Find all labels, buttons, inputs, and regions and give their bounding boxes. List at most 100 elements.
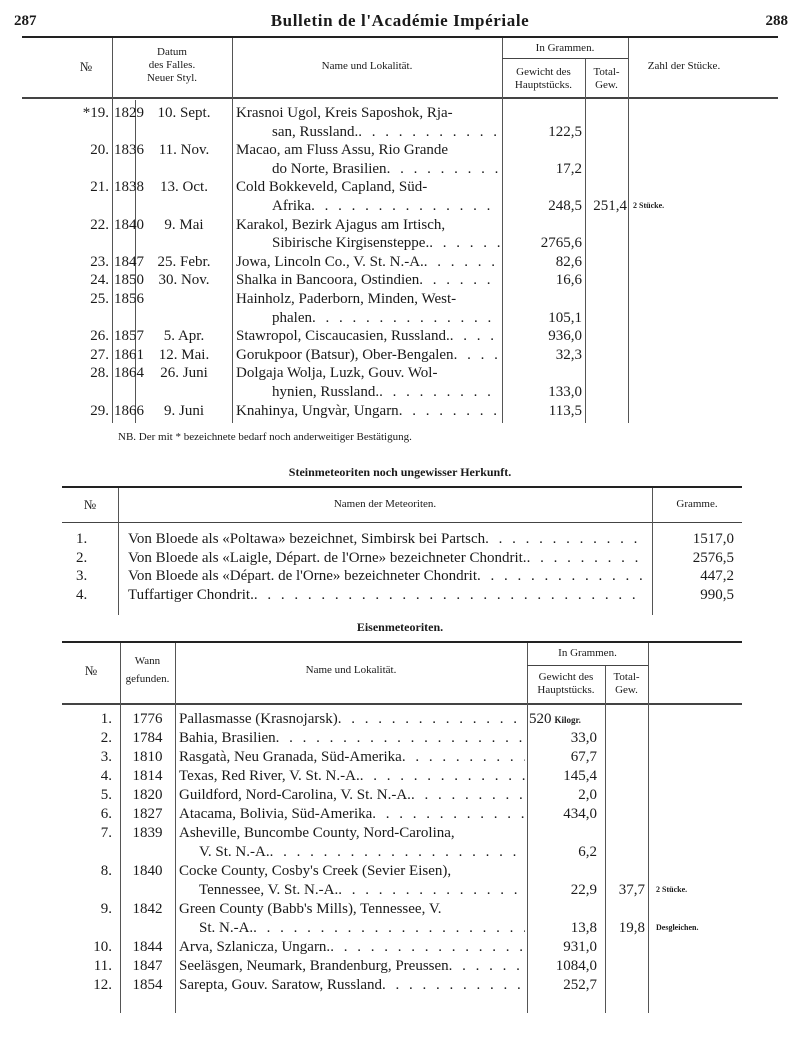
name-line: Sibirische Kirgisensteppe. <box>272 235 430 252</box>
main-weight: 936,0 <box>548 328 582 345</box>
name-text: Guildford, Nord-Carolina, V. St. N.-A. <box>179 786 525 805</box>
table-row: 5. 1820 Guildford, Nord-Carolina, V. St. N… <box>0 786 800 805</box>
dot-leader <box>449 957 525 976</box>
main-weight: 113,5 <box>548 402 582 419</box>
dot-leader <box>312 309 500 328</box>
entry-number: 9. <box>100 901 112 917</box>
name-line: Von Bloede als «Poltawa» bezeichnet, Sim… <box>128 531 486 547</box>
header-grams: Gramme. <box>676 498 718 510</box>
name-line: Cold Bokkeveld, Capland, Süd- <box>236 179 428 196</box>
piece-count: Desgleichen. <box>656 923 699 932</box>
main-weight: 2,0 <box>578 787 597 803</box>
name-line: Shalka in Bancoora, Ostindien <box>236 272 420 289</box>
header-number: № <box>83 497 97 512</box>
name-text: Tuffartiger Chondrit. <box>128 586 646 605</box>
entry-number: 20. <box>90 142 109 159</box>
header-line: gefunden. <box>125 673 170 685</box>
year: 1857 <box>114 328 144 345</box>
name-text: Cocke County, Cosby's Creek (Sevier Eise… <box>179 862 525 881</box>
column-divider <box>135 100 136 423</box>
table-row: *19. 1829 10. Sept. Krasnoi Ugol, Kreis Sap… <box>0 104 800 123</box>
name-text: Karakol, Bezirk Ajagus am Irtisch, <box>236 216 500 235</box>
dot-leader <box>379 383 500 402</box>
column-divider <box>118 488 119 615</box>
name-line: Rasgatà, Neu Granada, Süd-Amerika <box>179 749 402 765</box>
year-found: 1844 <box>132 939 163 955</box>
main-weight: 17,2 <box>555 160 582 177</box>
main-weight: 122,5 <box>548 123 582 140</box>
dot-leader <box>477 567 646 586</box>
table-header-rule <box>62 703 742 705</box>
name-line: san, Russland. <box>272 123 359 140</box>
header-name: Namen der Meteoriten. <box>333 498 437 510</box>
header-main-weight: Gewicht des Hauptstücks. <box>527 671 605 697</box>
dot-leader <box>270 843 525 862</box>
dot-leader <box>360 767 525 786</box>
table-top-rule <box>62 641 742 643</box>
table-top-rule <box>62 486 742 488</box>
page-title: Bulletin de l'Académie Impériale <box>270 11 530 30</box>
grams: 2576,5 <box>692 549 734 566</box>
table-row: 1. Von Bloede als «Poltawa» bezeichnet, S… <box>0 530 800 549</box>
name-line: phalen <box>272 309 312 326</box>
table-row: 3. 1810 Rasgatà, Neu Granada, Süd-Amerika 6… <box>0 748 800 767</box>
table-row: 22. 1840 9. Mai Karakol, Bezirk Ajagus am I… <box>0 216 800 235</box>
table-row: 25. 1856 Hainholz, Paderborn, Minden, West… <box>0 290 800 309</box>
name-line: Jowa, Lincoln Co., V. St. N.-A. <box>236 253 424 270</box>
name-text: Von Bloede als «Départ. de l'Orne» bezei… <box>128 567 646 586</box>
column-divider <box>120 643 121 1013</box>
table-row: 26. 1857 5. Apr. Stawropol, Ciscaucasien, R… <box>0 327 800 346</box>
main-weight: 33,0 <box>570 730 597 746</box>
table-row: 4. 1814 Texas, Red River, V. St. N.-A. 145,… <box>0 767 800 786</box>
table-row: phalen 105,1 <box>0 309 800 328</box>
dot-leader <box>382 976 525 995</box>
fall-date: 13. Oct. <box>160 179 208 196</box>
main-weight: 133,0 <box>548 384 582 400</box>
dot-leader <box>424 253 500 272</box>
name-text: Pallasmasse (Krasnojarsk) <box>179 710 525 729</box>
name-line: hynien, Russland. <box>272 384 380 400</box>
column-divider <box>648 643 649 1013</box>
table-row: 7. 1839 Asheville, Buncombe County, Nord-C… <box>0 824 800 843</box>
dot-leader <box>338 881 525 900</box>
dot-leader <box>387 160 500 179</box>
table-row: 9. 1842 Green County (Babb's Mills), Tenne… <box>0 900 800 919</box>
name-line: Asheville, Buncombe County, Nord-Carolin… <box>179 825 455 841</box>
column-divider <box>112 38 113 423</box>
name-line: Cocke County, Cosby's Creek (Sevier Eise… <box>179 863 452 879</box>
table-row: 6. 1827 Atacama, Bolivia, Süd-Amerika 434,0 <box>0 805 800 824</box>
name-text: Texas, Red River, V. St. N.-A. <box>179 767 525 786</box>
entry-number: 8. <box>100 863 112 879</box>
dot-leader <box>402 748 525 767</box>
year-found: 1784 <box>132 730 163 746</box>
table-row: 27. 1861 12. Mai. Gorukpoor (Batsur), Ober-… <box>0 346 800 365</box>
name-text: Rasgatà, Neu Granada, Süd-Amerika <box>179 748 525 767</box>
name-line: Stawropol, Ciscaucasien, Russland. <box>236 328 450 345</box>
grams: 1517,0 <box>692 531 734 547</box>
section-title-uncertain: Steinmeteoriten noch ungewisser Herkunft… <box>288 465 512 479</box>
main-weight: 6,2 <box>578 844 597 860</box>
main-weight: 82,6 <box>555 253 582 270</box>
year: 1866 <box>114 402 144 419</box>
page-number-left: 287 <box>14 13 37 29</box>
name-text: Macao, am Fluss Assu, Rio Grande <box>236 141 500 160</box>
table-row: 4. Tuffartiger Chondrit. 990,5 <box>0 586 800 605</box>
entry-number: 2. <box>100 730 112 746</box>
weight-unit: Kilogr. <box>554 715 581 725</box>
fall-date: 12. Mai. <box>158 346 210 363</box>
main-weight: 67,7 <box>570 749 597 765</box>
header-total-weight: Total- Gew. <box>605 671 648 697</box>
dot-leader <box>358 123 500 142</box>
table-row: V. St. N.-A. 6,2 <box>0 843 800 862</box>
header-date-line: Neuer Styl. <box>146 72 198 84</box>
year-found: 1839 <box>132 825 163 841</box>
column-divider <box>232 38 233 423</box>
entry-number: 4. <box>100 768 112 784</box>
name-line: Sarepta, Gouv. Saratow, Russland <box>179 977 383 993</box>
name-text: Dolgaja Wolja, Luzk, Gouv. Wol- <box>236 364 500 383</box>
year-found: 1840 <box>132 863 163 879</box>
header-line: Total- <box>593 66 620 78</box>
year: 1838 <box>114 179 144 196</box>
main-weight: 248,5 <box>548 198 582 214</box>
year-found: 1847 <box>132 958 163 974</box>
